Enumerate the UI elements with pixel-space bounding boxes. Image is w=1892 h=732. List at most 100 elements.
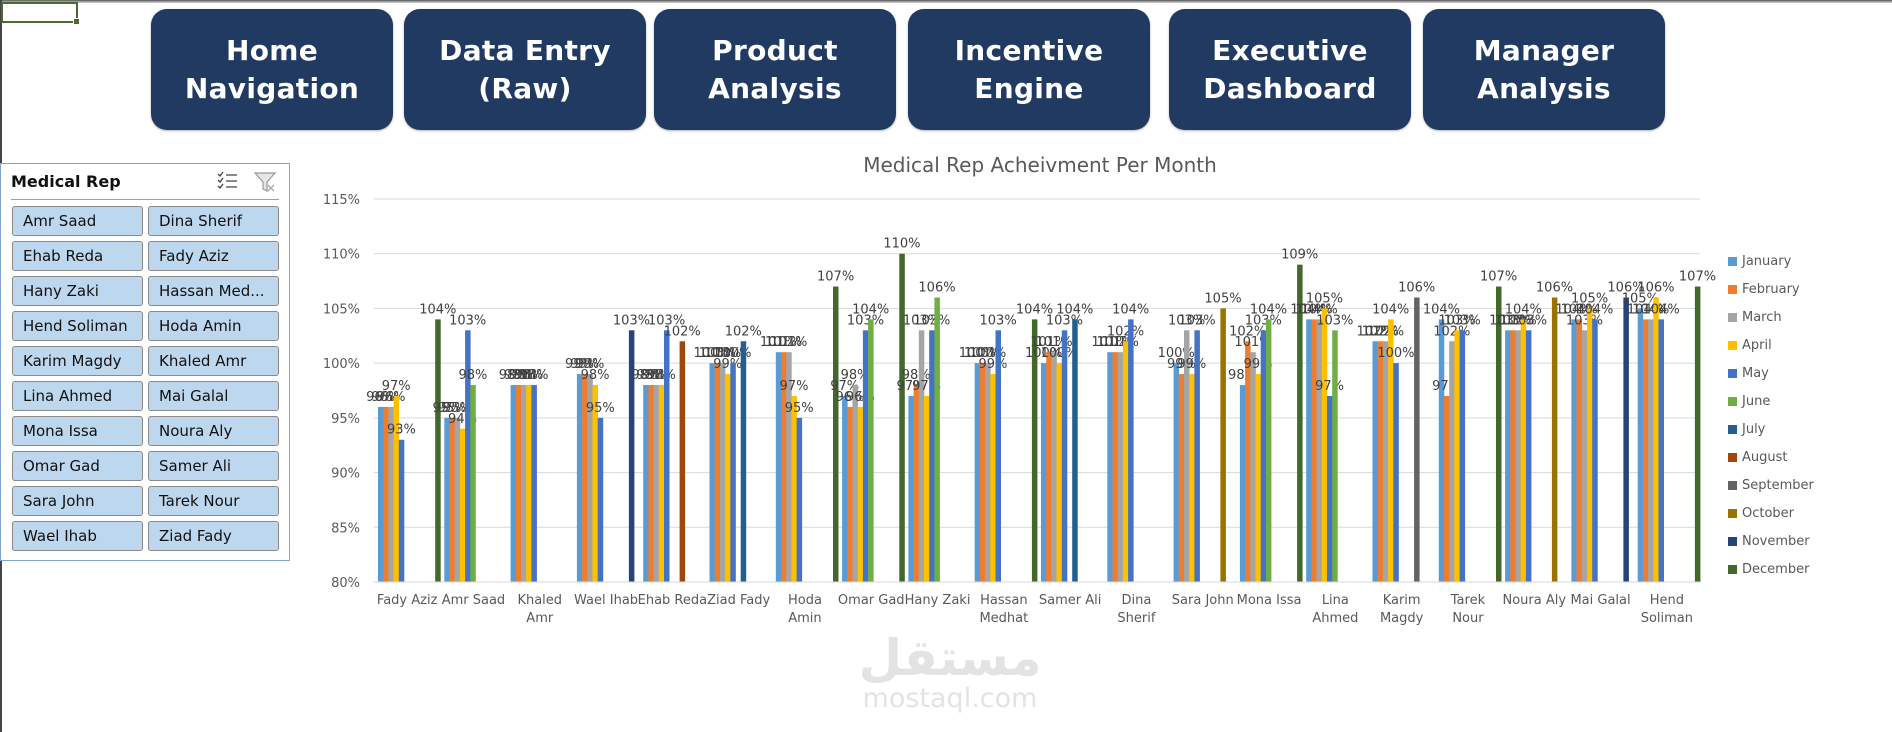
bar[interactable] — [1260, 330, 1267, 582]
legend-item[interactable]: June — [1728, 387, 1814, 415]
bar[interactable] — [383, 406, 389, 582]
clear-filter-icon[interactable] — [253, 170, 277, 194]
bar[interactable] — [714, 363, 721, 582]
bar[interactable] — [1255, 374, 1262, 582]
slicer-item[interactable]: Noura Aly — [148, 416, 279, 446]
legend-item[interactable]: January — [1728, 247, 1814, 275]
bar[interactable] — [842, 395, 848, 582]
bar[interactable] — [1637, 308, 1644, 582]
bar[interactable] — [1388, 319, 1394, 582]
bar[interactable] — [1173, 363, 1180, 582]
bar[interactable] — [857, 406, 864, 582]
bar[interactable] — [1571, 319, 1577, 582]
legend-item[interactable]: July — [1728, 415, 1814, 443]
slicer-item[interactable]: Ehab Reda — [12, 241, 143, 271]
bar[interactable] — [1311, 319, 1317, 582]
bar[interactable] — [587, 374, 593, 582]
bar[interactable] — [653, 385, 660, 582]
bar[interactable] — [444, 417, 450, 582]
bar[interactable] — [1189, 374, 1195, 582]
nav-manager-analysis-button[interactable]: Manager Analysis — [1423, 9, 1665, 130]
slicer-item[interactable]: Sara John — [12, 486, 143, 516]
bar[interactable] — [985, 363, 991, 582]
bar[interactable] — [1587, 308, 1593, 582]
bar[interactable] — [1444, 395, 1450, 582]
slicer-item[interactable]: Samer Ali — [148, 451, 279, 481]
bar[interactable] — [1128, 319, 1134, 582]
bar[interactable] — [1321, 308, 1328, 582]
bar[interactable] — [643, 385, 649, 582]
bar[interactable] — [664, 330, 670, 582]
bar[interactable] — [1327, 395, 1333, 582]
bar[interactable] — [1414, 297, 1420, 582]
legend-item[interactable]: February — [1728, 275, 1814, 303]
bar[interactable] — [1297, 264, 1303, 582]
bar[interactable] — [1592, 319, 1598, 582]
bar[interactable] — [592, 385, 599, 582]
slicer-item[interactable]: Ziad Fady — [148, 521, 279, 551]
bar[interactable] — [1515, 330, 1522, 582]
bar[interactable] — [1245, 341, 1251, 582]
bar[interactable] — [398, 439, 405, 582]
bar[interactable] — [1250, 352, 1256, 582]
bar[interactable] — [1576, 319, 1583, 582]
bar[interactable] — [833, 286, 839, 582]
bar[interactable] — [1239, 385, 1246, 582]
nav-executive-dashboard-button[interactable]: Executive Dashboard — [1169, 9, 1411, 130]
bar[interactable] — [913, 385, 920, 582]
slicer-item[interactable]: Karim Magdy — [12, 346, 143, 376]
slicer-item[interactable]: Mai Galal — [148, 381, 279, 411]
bar[interactable] — [1316, 319, 1323, 582]
bar[interactable] — [515, 385, 522, 582]
bar[interactable] — [459, 428, 466, 582]
bar[interactable] — [862, 330, 869, 582]
legend-item[interactable]: November — [1728, 527, 1814, 555]
bar[interactable] — [1658, 319, 1665, 582]
bar[interactable] — [1072, 319, 1078, 582]
bar[interactable] — [709, 363, 716, 582]
bar[interactable] — [1454, 330, 1460, 582]
slicer-item[interactable]: Hend Soliman — [12, 311, 143, 341]
slicer-item[interactable]: Dina Sherif — [148, 206, 279, 236]
bar[interactable] — [1642, 319, 1649, 582]
bar[interactable] — [658, 385, 665, 582]
bar[interactable] — [1648, 319, 1654, 582]
bar[interactable] — [786, 352, 792, 582]
slicer-item[interactable]: Hany Zaki — [12, 276, 143, 306]
nav-home-navigation-button[interactable]: Home Navigation — [151, 9, 393, 130]
nav-product-analysis-button[interactable]: Product Analysis — [654, 9, 896, 130]
bar[interactable] — [1107, 352, 1113, 582]
bar[interactable] — [1041, 363, 1047, 582]
bar[interactable] — [1265, 319, 1272, 582]
bar[interactable] — [449, 417, 456, 582]
bar[interactable] — [1438, 319, 1445, 582]
bar[interactable] — [454, 417, 461, 582]
bar[interactable] — [1393, 363, 1399, 582]
bar[interactable] — [1220, 308, 1226, 582]
bar[interactable] — [393, 395, 400, 582]
bar[interactable] — [1112, 352, 1119, 582]
bar[interactable] — [775, 352, 782, 582]
bar[interactable] — [934, 297, 940, 582]
bar[interactable] — [852, 385, 859, 582]
bar[interactable] — [1449, 341, 1455, 582]
bar[interactable] — [597, 417, 604, 582]
bar[interactable] — [526, 385, 532, 582]
bar[interactable] — [990, 374, 996, 582]
bar[interactable] — [1194, 330, 1200, 582]
bar[interactable] — [510, 385, 517, 582]
bar[interactable] — [1551, 297, 1558, 582]
bar[interactable] — [1510, 330, 1516, 582]
legend-item[interactable]: April — [1728, 331, 1814, 359]
bar[interactable] — [730, 363, 736, 582]
bar[interactable] — [719, 363, 726, 582]
bar[interactable] — [781, 352, 787, 582]
bar[interactable] — [995, 330, 1002, 582]
bar[interactable] — [725, 374, 731, 582]
bar[interactable] — [1184, 330, 1190, 582]
bar[interactable] — [582, 374, 588, 582]
bar[interactable] — [979, 363, 986, 582]
bar[interactable] — [924, 395, 930, 582]
bar[interactable] — [974, 363, 981, 582]
bar[interactable] — [1382, 341, 1389, 582]
